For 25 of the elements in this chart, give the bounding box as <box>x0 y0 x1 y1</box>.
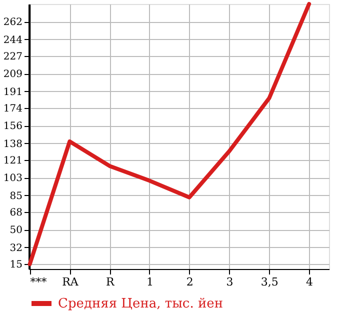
legend-label: Средняя Цена, тыс. йен <box>58 296 223 312</box>
x-tick-label: 2 <box>186 276 194 288</box>
y-tick-label: 244 <box>3 34 22 46</box>
y-tick-label: 227 <box>3 52 22 63</box>
y-tick-label: 138 <box>3 138 22 150</box>
y-tick-label: 85 <box>10 190 22 202</box>
y-tick-label: 50 <box>10 225 22 236</box>
x-tick-label: R <box>106 276 115 288</box>
y-tick-label: 121 <box>3 156 22 167</box>
y-tick-label: 156 <box>3 121 22 132</box>
x-tick-label: *** <box>30 276 48 288</box>
x-tick-label: 1 <box>146 276 154 288</box>
y-tick-label: 32 <box>10 242 22 254</box>
x-tick-label: 4 <box>306 276 314 288</box>
y-tick-label: 262 <box>3 17 22 28</box>
x-tick-label: 3,5 <box>260 276 278 288</box>
y-tick-label: 191 <box>3 86 22 98</box>
x-tick-label: 3 <box>226 276 234 288</box>
y-tick-label: 68 <box>10 208 22 219</box>
y-tick-label: 103 <box>3 173 22 184</box>
y-tick-label: 174 <box>3 104 22 115</box>
line-series <box>28 2 312 266</box>
x-tick-label: RA <box>62 276 80 288</box>
y-tick-label: 15 <box>10 260 22 271</box>
y-tick-label: 209 <box>3 69 22 80</box>
